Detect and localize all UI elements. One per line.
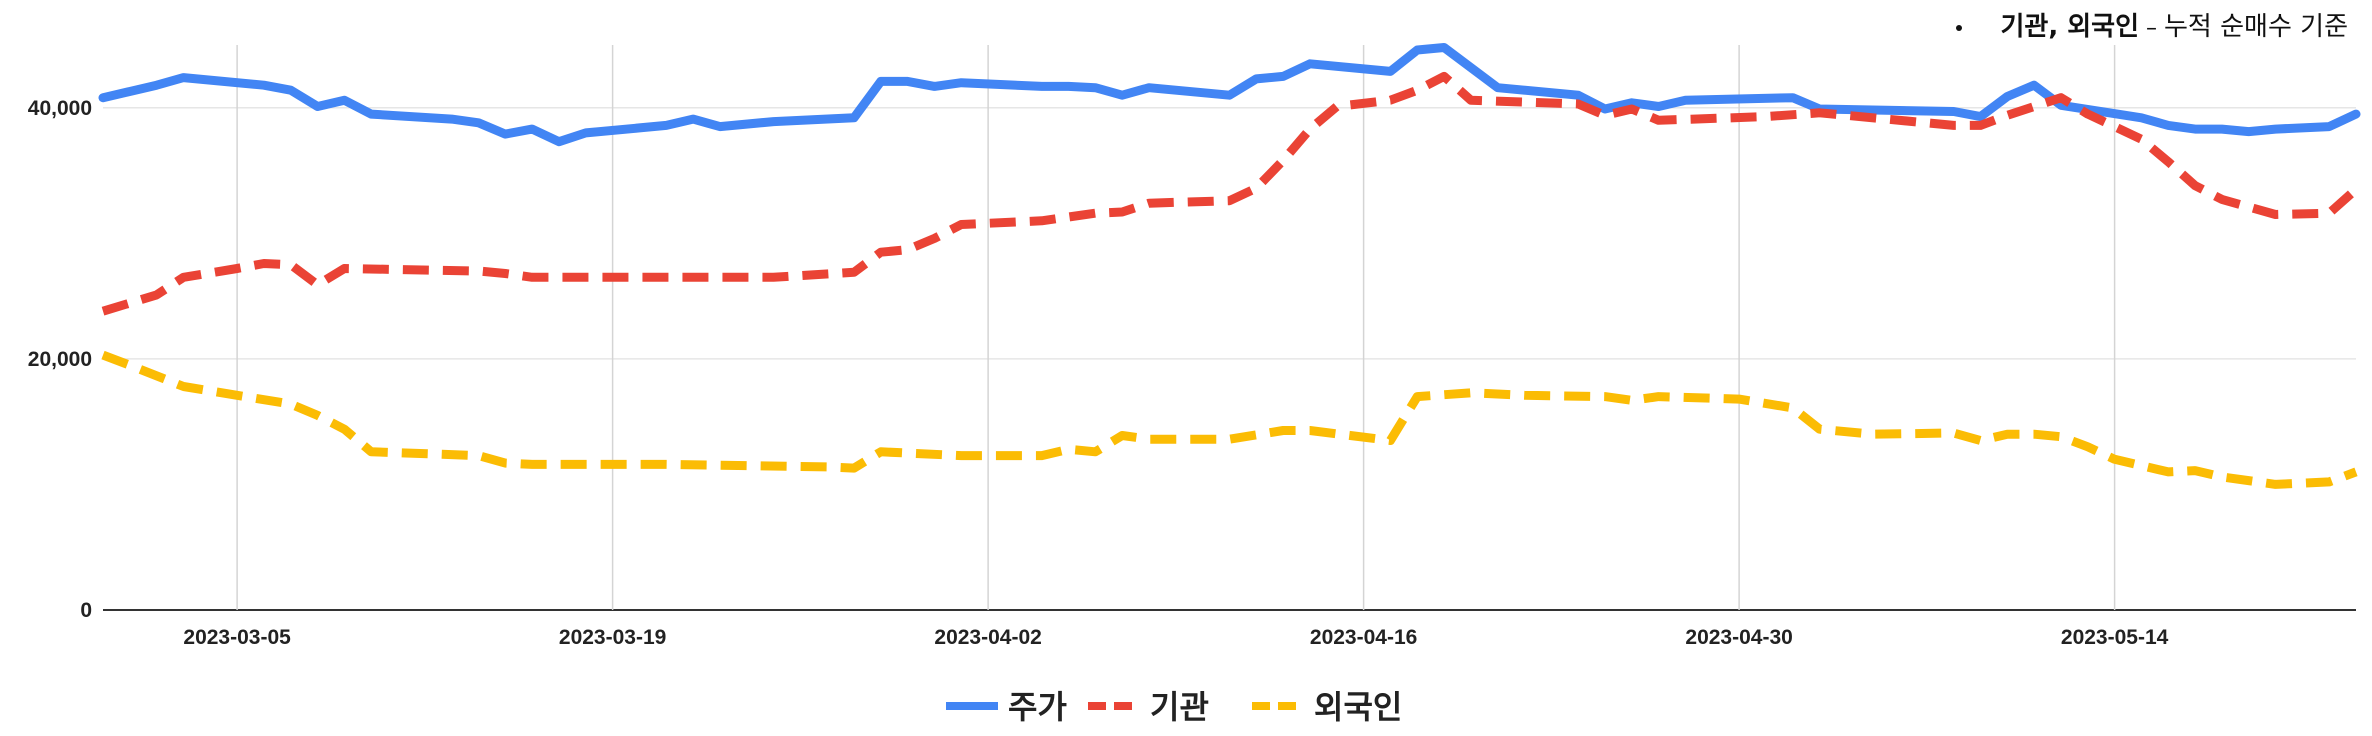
x-tick-label: 2023-04-16 bbox=[1310, 626, 1417, 649]
bullet-icon bbox=[1956, 24, 1963, 31]
series-line-2 bbox=[101, 71, 2359, 316]
x-tick-label: 2023-03-05 bbox=[183, 626, 291, 649]
y-axis: 0 20,000 40,000 bbox=[28, 97, 92, 622]
y-tick-label: 20,000 bbox=[28, 348, 92, 371]
chart-note: 기관, 외국인 – 누적 순매수 기준 bbox=[1956, 6, 2348, 43]
x-axis: 2023-03-05 2023-03-19 2023-04-02 2023-04-16… bbox=[183, 626, 2168, 649]
legend-label: 기관 bbox=[1150, 688, 1209, 726]
note-label: 기관, 외국인 bbox=[2000, 12, 2140, 42]
gridlines bbox=[103, 45, 2356, 611]
y-tick-label: 40,000 bbox=[28, 97, 92, 120]
legend-label: 외국인 bbox=[1314, 688, 1402, 726]
legend-label: 주가 bbox=[1008, 688, 1067, 726]
legend: 주가 기관 외국인 bbox=[946, 688, 1402, 726]
x-tick-label: 2023-04-02 bbox=[934, 626, 1041, 649]
note-dash: – bbox=[2139, 16, 2165, 41]
x-tick-label: 2023-05-14 bbox=[2061, 626, 2169, 649]
series-lines bbox=[98, 43, 2361, 489]
x-tick-label: 2023-03-19 bbox=[559, 626, 666, 649]
series-line-3 bbox=[101, 350, 2358, 489]
series-line-1 bbox=[98, 43, 2361, 147]
note-text: 누적 순매수 기준 bbox=[2164, 12, 2348, 42]
y-tick-label: 0 bbox=[80, 599, 92, 622]
x-tick-label: 2023-04-30 bbox=[1685, 626, 1792, 649]
